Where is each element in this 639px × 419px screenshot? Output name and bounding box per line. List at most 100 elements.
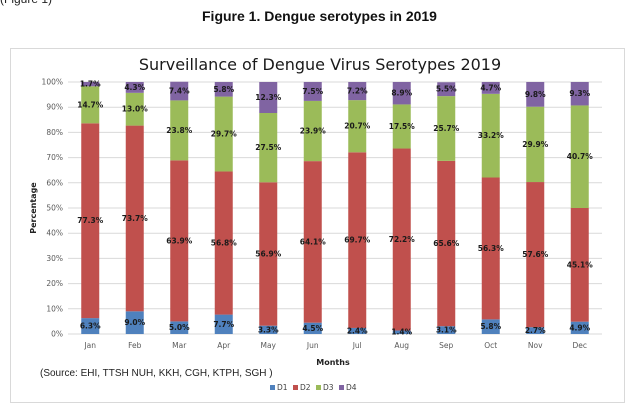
bar-segment-d4-may: [259, 82, 278, 113]
x-tick-label: Jan: [83, 341, 96, 350]
legend-label-d2: D2: [300, 383, 311, 392]
bar-segment-d2-mar: [170, 160, 189, 322]
data-label-d4-feb: 4.3%: [124, 83, 145, 92]
data-label-d2-jun: 64.1%: [300, 237, 327, 246]
data-label-d2-feb: 73.7%: [122, 214, 149, 223]
source-note: (Source: EHI, TTSH NUH, KKH, CGH, KTPH, …: [40, 368, 273, 379]
data-label-d2-sep: 65.6%: [433, 239, 460, 248]
y-tick-label: 40%: [46, 229, 63, 238]
data-label-d3-apr: 29.7%: [211, 130, 238, 139]
data-label-d3-aug: 17.5%: [389, 122, 416, 131]
bar-segment-d1-dec: [570, 321, 589, 334]
x-tick-label: Oct: [484, 341, 497, 350]
bar-segment-d1-jun: [303, 322, 322, 334]
x-tick-label: Apr: [217, 341, 231, 350]
data-label-d3-nov: 29.9%: [522, 140, 549, 149]
bar-segment-d3-nov: [526, 106, 545, 183]
bars: [81, 81, 589, 334]
figure-title: Figure 1. Dengue serotypes in 2019: [202, 8, 437, 24]
bar-segment-d3-jun: [303, 100, 322, 162]
y-tick-label: 60%: [46, 178, 63, 187]
data-label-d1-may: 3.3%: [258, 325, 279, 334]
bar-segment-d1-oct: [481, 319, 500, 334]
data-label-d1-sep: 3.1%: [436, 326, 457, 335]
bar-segment-d1-apr: [214, 314, 233, 334]
legend-swatch-d3: [316, 385, 321, 390]
data-label-d2-mar: 63.9%: [166, 236, 193, 245]
bar-segment-d3-oct: [481, 93, 500, 178]
bar-segment-d2-nov: [526, 182, 545, 328]
bar-segment-d1-mar: [170, 321, 189, 334]
data-label-d4-aug: 8.9%: [391, 89, 412, 98]
data-label-d3-jun: 23.9%: [300, 127, 327, 136]
bar-segment-d4-jul: [348, 82, 367, 101]
bar-segment-d3-dec: [570, 105, 589, 208]
data-label-d4-jul: 7.2%: [347, 87, 368, 96]
bar-segment-d4-nov: [526, 82, 545, 107]
data-label-d2-dec: 45.1%: [567, 260, 594, 269]
bar-segment-d4-aug: [392, 82, 411, 105]
data-label-d1-feb: 9.0%: [124, 318, 145, 327]
legend-label-d1: D1: [277, 383, 288, 392]
y-tick-label: 100%: [42, 78, 63, 87]
bar-segment-d2-apr: [214, 171, 233, 315]
data-label-d3-mar: 23.8%: [166, 126, 193, 135]
bar-segment-d4-mar: [170, 81, 189, 101]
y-tick-label: 50%: [46, 204, 63, 213]
bar-segment-d4-feb: [125, 82, 144, 93]
data-label-d1-jun: 4.5%: [302, 324, 323, 333]
x-tick-label: Feb: [128, 341, 142, 350]
bar-segment-d1-jul: [348, 327, 367, 334]
bar-segment-d3-feb: [125, 92, 144, 126]
data-label-d4-apr: 5.8%: [213, 85, 234, 94]
y-tick-label: 0%: [51, 330, 63, 339]
data-label-d2-nov: 57.6%: [522, 250, 549, 259]
bar-segment-d1-feb: [125, 311, 144, 334]
bar-segment-d3-aug: [392, 104, 411, 149]
data-label-d3-oct: 33.2%: [478, 131, 505, 140]
bar-segment-d4-jun: [303, 82, 322, 101]
data-label-d1-oct: 5.8%: [480, 322, 501, 331]
legend-swatch-d1: [270, 385, 275, 390]
x-axis-ticks: Jan Feb Mar Apr May Jun Jul Aug Sep Oct Nov Dec: [83, 341, 587, 350]
data-label-d4-dec: 9.3%: [569, 89, 590, 98]
gridlines: [68, 81, 602, 335]
data-label-d4-oct: 4.7%: [480, 83, 501, 92]
x-tick-label: Sep: [439, 341, 453, 350]
bar-segment-d2-feb: [125, 125, 144, 312]
data-label-d2-aug: 72.2%: [389, 235, 416, 244]
bar-segment-d4-oct: [481, 82, 500, 94]
data-label-d1-nov: 2.7%: [525, 326, 546, 335]
y-tick-label: 20%: [46, 279, 63, 288]
y-tick-label: 30%: [46, 254, 63, 263]
y-tick-label: 10%: [46, 304, 63, 313]
y-axis-ticks: 0% 10% 20% 30% 40% 50% 60% 70% 80% 90% 100%: [42, 78, 63, 339]
bar-segment-d1-jan: [81, 318, 100, 334]
y-tick-label: 90%: [46, 103, 63, 112]
bar-segment-d3-jul: [348, 100, 367, 153]
data-label-d2-may: 56.9%: [255, 249, 282, 258]
bar-segment-d4-dec: [570, 82, 589, 106]
bar-segment-d4-apr: [214, 82, 233, 97]
y-axis-label: Percentage: [29, 182, 38, 234]
data-label-d1-jan: 6.3%: [80, 322, 101, 331]
legend-swatch-d4: [339, 385, 344, 390]
preceding-text-fragment: (Figure 1): [0, 0, 52, 6]
chart-title: Surveillance of Dengue Virus Serotypes 2…: [139, 55, 501, 74]
bar-segment-d2-jun: [303, 161, 322, 323]
x-axis-label: Months: [316, 358, 350, 367]
data-label-d1-jul: 2.4%: [347, 326, 368, 335]
data-label-d4-sep: 5.5%: [436, 85, 457, 94]
x-tick-label: Nov: [528, 341, 543, 350]
bar-segment-d3-sep: [437, 96, 456, 161]
bar-segment-d3-may: [259, 112, 278, 183]
data-label-d1-apr: 7.7%: [213, 320, 234, 329]
bar-segment-d3-mar: [170, 100, 189, 161]
data-label-d4-nov: 9.8%: [525, 90, 546, 99]
legend: D1 D2 D3 D4: [270, 383, 357, 392]
data-label-d2-jan: 77.3%: [77, 216, 104, 225]
data-label-d3-jan: 14.7%: [77, 100, 104, 109]
x-tick-label: May: [260, 341, 276, 350]
data-label-d4-mar: 7.4%: [169, 87, 190, 96]
